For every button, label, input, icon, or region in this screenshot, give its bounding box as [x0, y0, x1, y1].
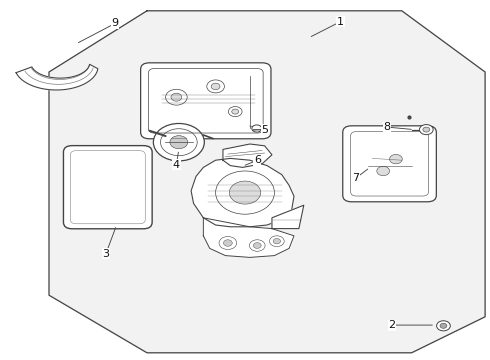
Text: 2: 2 — [389, 320, 395, 330]
Text: 4: 4 — [173, 159, 180, 170]
Polygon shape — [223, 144, 272, 167]
Circle shape — [273, 239, 280, 244]
Circle shape — [232, 109, 239, 114]
Polygon shape — [191, 158, 294, 227]
FancyBboxPatch shape — [343, 126, 437, 202]
Circle shape — [211, 83, 220, 90]
Circle shape — [423, 127, 430, 132]
Circle shape — [223, 240, 232, 246]
Circle shape — [440, 323, 447, 328]
Circle shape — [171, 93, 182, 101]
Circle shape — [253, 243, 261, 248]
Polygon shape — [49, 11, 485, 353]
Circle shape — [229, 181, 261, 204]
Text: 6: 6 — [254, 155, 261, 165]
Circle shape — [153, 123, 204, 161]
Text: 9: 9 — [112, 18, 119, 28]
Text: 7: 7 — [352, 173, 359, 183]
Polygon shape — [203, 218, 294, 257]
FancyBboxPatch shape — [141, 63, 271, 139]
Text: 3: 3 — [102, 249, 109, 259]
Circle shape — [437, 321, 450, 331]
Circle shape — [390, 154, 402, 164]
Polygon shape — [16, 64, 98, 90]
Polygon shape — [272, 205, 304, 229]
Circle shape — [252, 125, 262, 132]
Text: 8: 8 — [384, 122, 391, 132]
Text: 1: 1 — [337, 17, 344, 27]
Circle shape — [419, 125, 433, 135]
Circle shape — [170, 136, 188, 149]
FancyBboxPatch shape — [64, 146, 152, 229]
Text: 5: 5 — [261, 125, 268, 135]
Circle shape — [377, 166, 390, 176]
